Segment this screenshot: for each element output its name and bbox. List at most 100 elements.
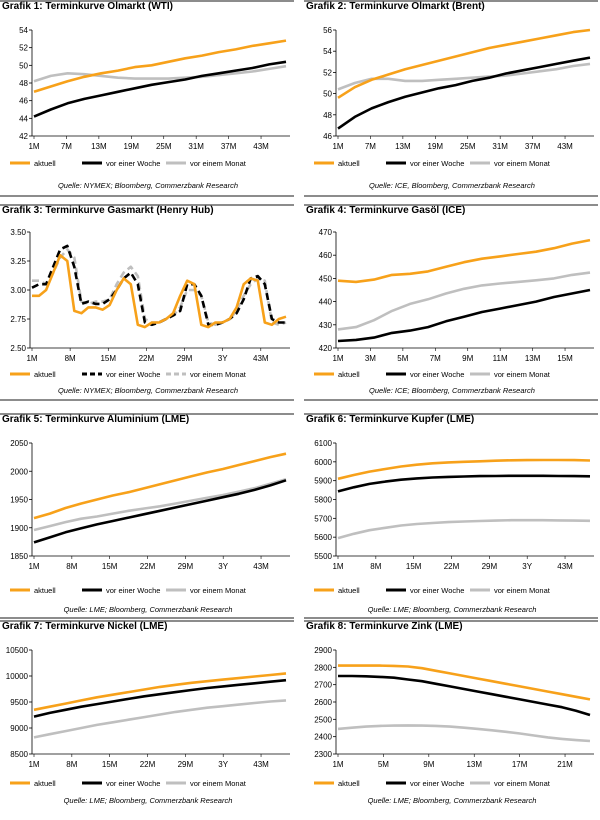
- x-tick-label: 25M: [460, 142, 476, 151]
- chart-title: Grafik 3: Terminkurve Gasmarkt (Henry Hu…: [2, 205, 214, 216]
- bottom-rule: [0, 399, 294, 401]
- y-tick-label: 54: [323, 47, 332, 56]
- y-tick-label: 420: [319, 344, 333, 353]
- series-line-woche: [33, 678, 287, 718]
- chart-panel-6: Grafik 6: Terminkurve Kupfer (LME) 5500 5…: [304, 413, 600, 619]
- x-tick-label: 43M: [253, 760, 269, 769]
- x-tick-label: 1M: [28, 760, 39, 769]
- series-line-aktuell: [33, 452, 287, 520]
- x-tick-label: 13M: [525, 354, 541, 363]
- x-tick-label: 7M: [365, 142, 376, 151]
- series-line-aktuell: [338, 664, 591, 701]
- legend-label: aktuell: [338, 159, 360, 168]
- chart-title: Grafik 8: Terminkurve Zink (LME): [306, 621, 463, 632]
- legend-label: aktuell: [34, 779, 56, 788]
- x-tick-label: 31M: [492, 142, 508, 151]
- y-tick-label: 430: [319, 321, 333, 330]
- x-tick-label: 43M: [253, 562, 269, 571]
- y-tick-label: 440: [319, 298, 333, 307]
- series-line-woche: [31, 244, 286, 327]
- series-line-monat: [337, 518, 591, 540]
- x-tick-label: 1M: [332, 760, 343, 769]
- chart-panel-8: Grafik 8: Terminkurve Zink (LME) 2300 240…: [304, 620, 600, 820]
- x-tick-label: 29M: [178, 562, 194, 571]
- series-line-monat: [32, 248, 287, 327]
- x-tick-label: 29M: [178, 760, 194, 769]
- x-tick-label: 3Y: [218, 760, 228, 769]
- y-tick-label: 48: [323, 111, 332, 120]
- y-tick-label: 50: [19, 61, 28, 70]
- line-chart: 46 48 50 52 54 56 1M 7M 13M 19M 25M 31M 37M 43M aktuel…: [314, 26, 594, 168]
- source-note: Quelle: ICE; Bloomberg, Commerzbank Rese…: [369, 386, 535, 395]
- series-line-monat: [337, 271, 591, 331]
- legend-label: aktuell: [34, 370, 56, 379]
- series-line-woche: [337, 474, 591, 493]
- x-tick-label: 43M: [557, 562, 573, 571]
- x-tick-label: 13M: [91, 142, 107, 151]
- y-tick-label: 10000: [6, 672, 29, 681]
- legend-label: aktuell: [34, 159, 56, 168]
- x-tick-label: 7M: [430, 354, 441, 363]
- bottom-rule: [304, 195, 598, 197]
- y-tick-label: 2700: [314, 681, 332, 690]
- chart-title: Grafik 6: Terminkurve Kupfer (LME): [306, 414, 475, 425]
- y-tick-label: 460: [319, 251, 333, 260]
- x-tick-label: 29M: [177, 354, 193, 363]
- chart-title: Grafik 5: Terminkurve Aluminium (LME): [2, 414, 190, 425]
- legend-label: vor einem Monat: [190, 159, 247, 168]
- x-tick-label: 3Y: [218, 354, 228, 363]
- x-tick-label: 7M: [61, 142, 72, 151]
- legend-label: vor einer Woche: [106, 779, 160, 788]
- chart-panel-4: Grafik 4: Terminkurve Gasöl (ICE) 420 430…: [304, 204, 600, 404]
- x-tick-label: 25M: [156, 142, 172, 151]
- x-tick-label: 31M: [188, 142, 204, 151]
- y-tick-label: 8500: [10, 750, 28, 759]
- series-line-aktuell: [32, 253, 287, 329]
- x-tick-label: 1M: [332, 354, 343, 363]
- x-tick-label: 17M: [512, 760, 528, 769]
- chart-title: Grafik 4: Terminkurve Gasöl (ICE): [306, 205, 466, 216]
- y-tick-label: 3.50: [10, 228, 26, 237]
- y-tick-label: 5600: [314, 533, 332, 542]
- y-tick-label: 42: [19, 132, 28, 141]
- y-tick-label: 56: [323, 26, 332, 35]
- x-tick-label: 1M: [332, 142, 343, 151]
- x-tick-label: 1M: [28, 142, 39, 151]
- x-tick-label: 5M: [378, 760, 389, 769]
- series-line-woche: [338, 674, 591, 717]
- bottom-rule: [0, 195, 294, 197]
- source-note: Quelle: LME; Bloomberg, Commerzbank Rese…: [367, 796, 537, 805]
- legend-label: vor einer Woche: [106, 370, 160, 379]
- x-tick-label: 8M: [66, 760, 77, 769]
- series-line-monat: [33, 699, 287, 739]
- y-tick-label: 2600: [314, 698, 332, 707]
- y-tick-label: 52: [19, 44, 28, 53]
- legend-label: vor einem Monat: [190, 779, 247, 788]
- y-tick-label: 2000: [10, 467, 28, 476]
- legend-label: vor einer Woche: [106, 586, 160, 595]
- line-chart: 5500 5600 5700 5800 5900 6000 6100 1M 8M 15M 22M 29…: [314, 439, 594, 595]
- top-rule: [0, 0, 294, 2]
- x-tick-label: 22M: [139, 354, 155, 363]
- legend-label: aktuell: [338, 779, 360, 788]
- y-tick-label: 470: [319, 228, 333, 237]
- legend-label: vor einem Monat: [494, 159, 551, 168]
- line-chart: 2.50 2.75 3.00 3.25 3.50 1M 8M 15M 22M 29M 3Y 43M ak…: [10, 228, 290, 379]
- series-line-monat: [33, 477, 287, 532]
- legend-label: vor einem Monat: [190, 370, 247, 379]
- top-rule: [304, 620, 598, 622]
- x-tick-label: 13M: [466, 760, 482, 769]
- legend-label: vor einer Woche: [106, 159, 160, 168]
- series-line-aktuell: [33, 39, 287, 94]
- y-tick-label: 5900: [314, 477, 332, 486]
- line-chart: 8500 9000 9500 10000 10500 1M 8M 15M 22M 29M 3Y 43M…: [6, 646, 290, 788]
- y-tick-label: 2800: [314, 663, 332, 672]
- y-tick-label: 2500: [314, 715, 332, 724]
- legend-label: vor einem Monat: [494, 586, 551, 595]
- chart-title: Grafik 1: Terminkurve Olmarkt (WTI): [2, 1, 173, 12]
- legend-label: vor einem Monat: [190, 586, 247, 595]
- x-tick-label: 43M: [557, 142, 573, 151]
- x-tick-label: 1M: [26, 354, 37, 363]
- x-tick-label: 3M: [365, 354, 376, 363]
- y-tick-label: 52: [323, 68, 332, 77]
